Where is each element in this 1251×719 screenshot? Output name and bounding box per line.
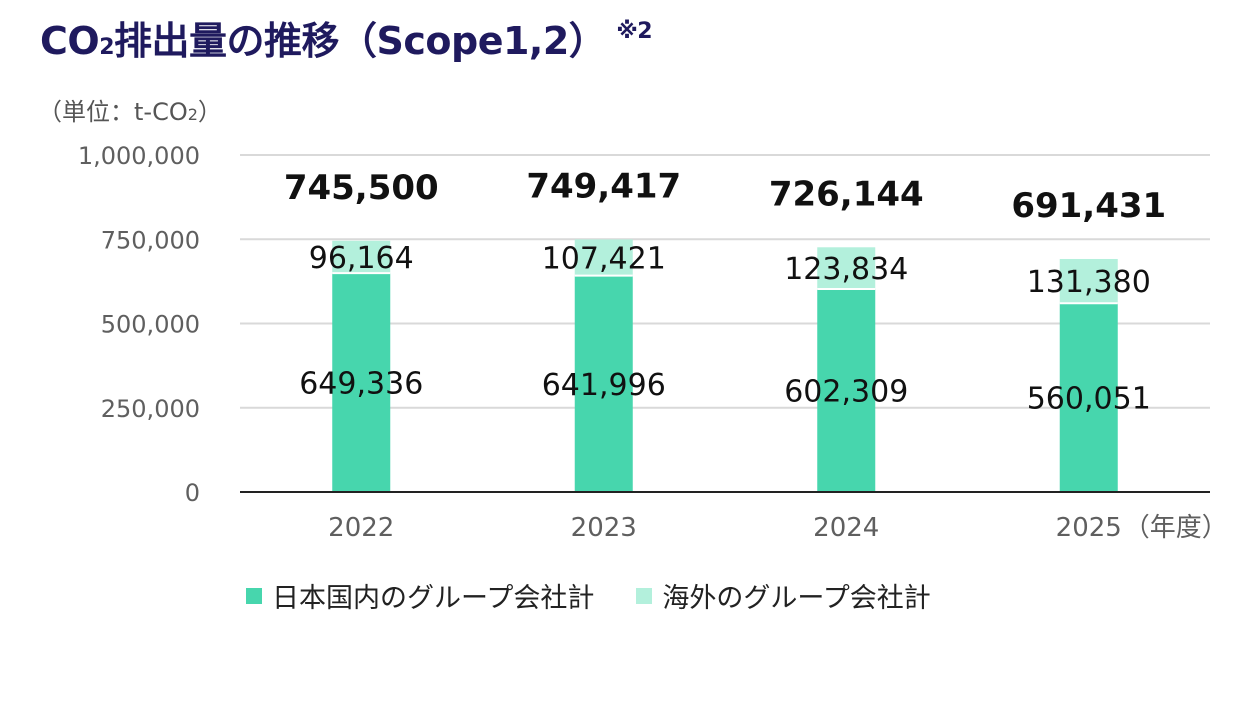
y-tick-label-1: 250,000 [101, 395, 200, 423]
data-label-domestic-2025: 560,051 [1027, 382, 1151, 417]
bar-2023-series-1 [574, 239, 633, 276]
y-tick-label-3: 750,000 [101, 226, 200, 254]
x-tick-label-2023: 2023 [571, 513, 637, 543]
legend-item-domestic: 日本国内のグループ会社計 [246, 576, 594, 615]
bar-2023-series-0 [574, 275, 633, 492]
data-label-domestic-2023: 641,996 [542, 368, 666, 403]
title-note: ※2 [616, 19, 653, 44]
total-label-2023: 749,417 [526, 166, 681, 206]
legend-label-domestic: 日本国内のグループ会社計 [272, 583, 595, 614]
total-label-2025: 691,431 [1011, 186, 1166, 226]
unit-suffix: ） [197, 98, 222, 126]
legend-swatch-domestic [246, 587, 262, 604]
bar-2022-series-1 [332, 240, 391, 274]
unit-label: （単位：t-CO2） [38, 92, 222, 127]
legend-item-overseas: 海外のグループ会社計 [636, 576, 931, 615]
bar-2024-series-0 [817, 289, 876, 492]
x-tick-label-2024: 2024 [813, 513, 879, 543]
y-tick-label-4: 1,000,000 [78, 142, 200, 170]
data-label-overseas-2025: 131,380 [1027, 265, 1151, 300]
bar-2025-series-0 [1059, 303, 1118, 492]
data-label-domestic-2024: 602,309 [784, 375, 908, 410]
bar-2025-series-1 [1059, 258, 1118, 304]
title-subscript: 2 [99, 35, 115, 60]
x-tick-label-2025: 2025 [1056, 513, 1122, 543]
x-tick-label-2022: 2022 [328, 513, 394, 543]
bar-2022-series-0 [332, 273, 391, 492]
x-unit-suffix: （年度） [1124, 513, 1228, 543]
y-tick-label-2: 500,000 [101, 311, 200, 339]
chart-title: CO2排出量の推移（Scope1,2） ※2 [40, 10, 653, 65]
legend-swatch-overseas [636, 587, 653, 604]
data-label-overseas-2024: 123,834 [784, 252, 908, 287]
total-label-2022: 745,500 [284, 168, 439, 208]
title-main: CO [40, 19, 100, 63]
legend-label-overseas: 海外のグループ会社計 [662, 583, 931, 614]
title-rest: 排出量の推移（Scope1,2） [114, 19, 607, 63]
data-label-overseas-2022: 96,164 [309, 241, 414, 276]
bar-2024-series-1 [817, 247, 876, 290]
total-label-2024: 726,144 [769, 174, 924, 214]
unit-subscript: 2 [187, 105, 198, 124]
y-tick-label-0: 0 [185, 479, 200, 507]
data-label-overseas-2023: 107,421 [542, 242, 666, 277]
unit-prefix: （単位：t-CO [38, 98, 188, 126]
data-label-domestic-2022: 649,336 [299, 367, 423, 402]
legend: 日本国内のグループ会社計 海外のグループ会社計 [246, 576, 973, 615]
